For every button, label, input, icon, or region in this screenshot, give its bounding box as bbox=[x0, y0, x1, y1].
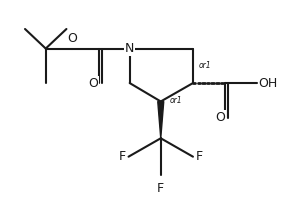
Text: OH: OH bbox=[259, 77, 278, 90]
Text: or1: or1 bbox=[199, 61, 211, 70]
Text: F: F bbox=[157, 182, 164, 195]
Text: O: O bbox=[67, 32, 77, 45]
Text: O: O bbox=[215, 111, 225, 124]
Polygon shape bbox=[158, 101, 164, 138]
Text: or1: or1 bbox=[170, 96, 183, 105]
Text: O: O bbox=[89, 77, 98, 90]
Text: N: N bbox=[125, 42, 134, 55]
Text: F: F bbox=[119, 150, 126, 163]
Text: F: F bbox=[196, 150, 203, 163]
